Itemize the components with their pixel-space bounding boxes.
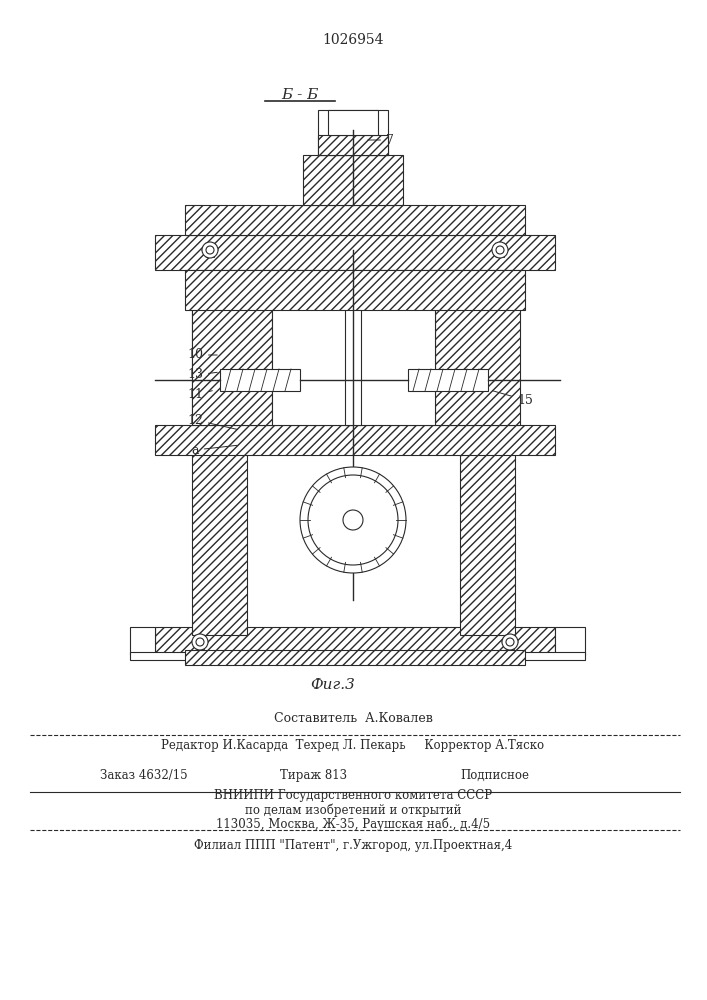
Bar (130, 652, 585, 660)
Bar (408, 369, 488, 391)
Bar (328, 110, 378, 135)
Text: по делам изобретений и открытий: по делам изобретений и открытий (245, 803, 461, 817)
Text: 12: 12 (187, 414, 238, 429)
Bar (185, 205, 525, 235)
Text: 7: 7 (368, 133, 394, 146)
Bar (460, 280, 515, 635)
Text: a: a (192, 444, 238, 456)
Bar (272, 270, 435, 425)
Circle shape (196, 638, 204, 646)
Circle shape (343, 510, 363, 530)
Circle shape (300, 467, 406, 573)
Bar (303, 155, 403, 205)
Bar (555, 627, 585, 655)
Bar (220, 369, 300, 391)
Bar (185, 650, 525, 665)
Text: Б - Б: Б - Б (281, 88, 319, 102)
Bar (192, 270, 272, 425)
Text: 10: 10 (187, 349, 217, 361)
Text: 1026954: 1026954 (322, 33, 384, 47)
Text: ВНИИПИ Государственного комитета СССР: ВНИИПИ Государственного комитета СССР (214, 788, 492, 802)
Bar (155, 425, 555, 455)
Text: Тираж 813: Тираж 813 (280, 768, 347, 782)
Bar (435, 270, 520, 425)
Circle shape (502, 634, 518, 650)
Circle shape (206, 246, 214, 254)
Text: Фиг.3: Фиг.3 (310, 678, 356, 692)
Text: 11: 11 (187, 388, 212, 401)
Text: Заказ 4632/15: Заказ 4632/15 (100, 768, 187, 782)
Bar (130, 627, 155, 655)
Bar (318, 135, 388, 155)
Circle shape (506, 638, 514, 646)
Circle shape (496, 246, 504, 254)
Circle shape (492, 242, 508, 258)
Text: Редактор И.Касарда  Техред Л. Пекарь     Корректор А.Тяско: Редактор И.Касарда Техред Л. Пекарь Корр… (161, 738, 544, 752)
Bar (345, 270, 361, 425)
Circle shape (192, 634, 208, 650)
Circle shape (202, 242, 218, 258)
Text: Филиал ППП "Патент", г.Ужгород, ул.Проектная,4: Филиал ППП "Патент", г.Ужгород, ул.Проек… (194, 838, 512, 852)
Bar (155, 235, 555, 270)
Text: 13: 13 (187, 368, 217, 381)
Text: Подписное: Подписное (460, 768, 529, 782)
Bar (155, 627, 555, 655)
Bar (192, 280, 247, 635)
Bar (185, 270, 525, 310)
Text: 113035, Москва, Ж-35, Раушская наб., д.4/5: 113035, Москва, Ж-35, Раушская наб., д.4… (216, 817, 490, 831)
Circle shape (308, 475, 398, 565)
Text: 15: 15 (493, 391, 533, 406)
Text: Составитель  А.Ковалев: Составитель А.Ковалев (274, 712, 433, 724)
Bar (318, 110, 388, 155)
